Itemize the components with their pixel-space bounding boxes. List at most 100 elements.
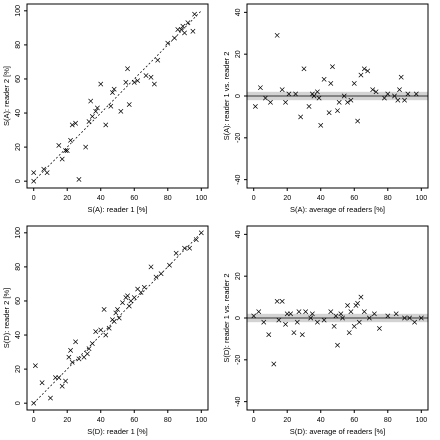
data-point <box>180 23 186 29</box>
data-point <box>336 99 342 105</box>
data-point <box>190 28 196 34</box>
data-point <box>192 11 198 17</box>
data-point <box>187 245 193 251</box>
data-point <box>126 102 132 107</box>
data-point <box>418 315 424 321</box>
x-axis-label: S(A): average of readers [%] <box>290 205 385 214</box>
data-point <box>257 85 263 91</box>
data-point <box>385 313 391 319</box>
data-point <box>173 250 179 256</box>
data-point <box>31 170 37 176</box>
data-point <box>338 311 344 317</box>
data-point <box>328 309 334 315</box>
data-point <box>393 311 399 317</box>
y-tick-label: 40 <box>15 109 22 117</box>
data-point <box>89 113 95 119</box>
x-axis-label: S(D): average of readers [%] <box>290 427 385 436</box>
data-point <box>56 142 62 148</box>
panel-1: 0 20 40 60 80 100 0 20 40 60 80 100 S(A): reader 1 [… <box>2 3 209 214</box>
data-point <box>274 298 280 304</box>
data-point <box>198 230 204 236</box>
data-point <box>279 87 285 93</box>
data-point <box>385 91 391 97</box>
data-point <box>266 332 272 338</box>
data-point <box>73 339 79 345</box>
x-tick-label: 100 <box>195 417 207 424</box>
data-point <box>402 97 407 103</box>
data-point <box>298 114 304 120</box>
data-point <box>131 79 137 85</box>
data-point <box>251 313 257 319</box>
data-point <box>252 104 258 109</box>
data-point <box>373 89 379 95</box>
data-point <box>402 315 407 321</box>
x-tick-label: 40 <box>97 195 105 202</box>
data-point <box>59 156 65 162</box>
data-point <box>66 354 72 360</box>
data-point <box>32 363 38 369</box>
data-point <box>365 68 371 74</box>
data-point <box>335 342 340 348</box>
data-point <box>76 177 82 182</box>
data-point <box>348 309 354 315</box>
data-point <box>276 317 282 323</box>
data-point <box>94 105 100 111</box>
data-point <box>376 326 382 331</box>
plot-frame <box>26 225 209 411</box>
data-point <box>397 87 402 93</box>
data-point <box>303 309 309 315</box>
data-point <box>167 262 172 268</box>
data-point <box>299 332 305 338</box>
data-point <box>283 99 288 105</box>
data-point <box>361 66 367 72</box>
data-point <box>286 91 292 97</box>
x-tick-label: 0 <box>32 195 36 202</box>
y-axis-label: S(D): reader 2 [%] <box>2 288 11 348</box>
x-tick-label: 40 <box>317 417 325 424</box>
panel-4: 0 20 40 60 80 100 -40 -20 0 20 40 S(D): average of … <box>222 225 429 436</box>
data-point <box>311 93 317 99</box>
data-point <box>361 309 367 315</box>
data-point <box>108 103 114 109</box>
data-point <box>86 346 92 352</box>
y-tick-label: 20 <box>15 365 22 373</box>
data-point <box>98 327 104 333</box>
data-point <box>44 170 50 176</box>
y-tick-label: 0 <box>15 179 22 183</box>
data-point <box>193 237 199 243</box>
x-tick-label: 40 <box>317 195 325 202</box>
data-point <box>318 122 324 128</box>
data-point <box>101 307 107 312</box>
data-point <box>138 289 144 295</box>
data-point <box>151 81 157 87</box>
x-tick-label: 80 <box>164 195 172 202</box>
data-point <box>345 99 351 105</box>
data-point <box>182 30 187 36</box>
data-point <box>63 148 68 153</box>
data-point <box>69 359 75 365</box>
data-point <box>39 380 45 386</box>
data-point <box>283 321 288 327</box>
data-point <box>143 73 149 79</box>
data-point <box>268 99 273 105</box>
data-point <box>59 383 65 389</box>
data-point <box>73 120 79 126</box>
y-tick-label: 100 <box>15 227 22 239</box>
x-tick-label: 100 <box>195 195 207 202</box>
data-point <box>110 90 115 96</box>
data-point <box>103 122 109 128</box>
data-point <box>314 319 320 325</box>
data-point <box>341 93 347 99</box>
data-point <box>185 20 191 26</box>
data-point <box>316 95 322 101</box>
panel-2: 0 20 40 60 80 100 -40 -20 0 20 40 S(A): average of … <box>222 3 429 214</box>
data-point <box>153 274 159 280</box>
data-point <box>116 315 122 321</box>
data-point <box>348 97 354 103</box>
data-point <box>330 64 335 70</box>
data-point <box>83 144 89 150</box>
y-tick-label: 40 <box>235 230 242 238</box>
data-point <box>355 118 361 124</box>
data-point <box>135 78 141 84</box>
data-point <box>103 332 109 338</box>
